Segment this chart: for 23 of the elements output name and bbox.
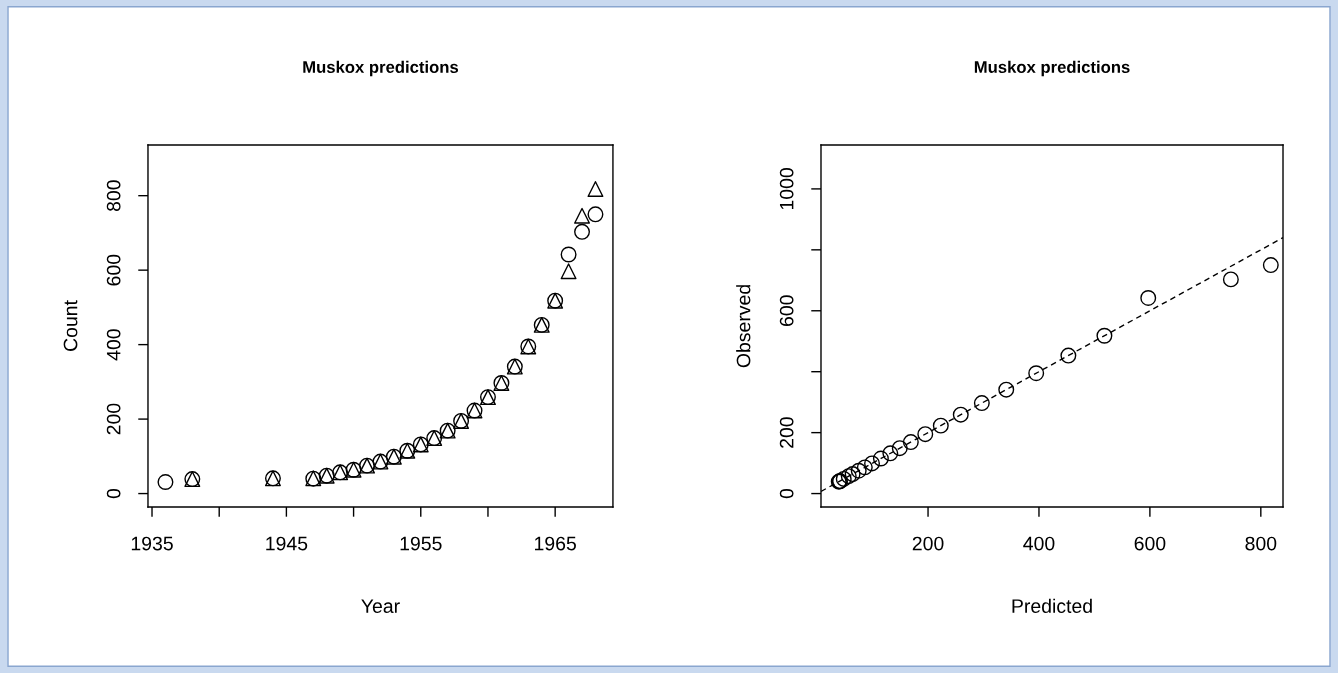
x-axis-title: Predicted xyxy=(1012,598,1092,613)
chart-title: Muskox predictions xyxy=(974,60,1130,77)
y-axis-title: Count xyxy=(63,300,78,351)
x-tick-label: 1965 xyxy=(535,536,576,551)
chart-title: Muskox predictions xyxy=(303,60,459,77)
y-tick-label: 0 xyxy=(106,488,121,499)
y-tick-label: 600 xyxy=(779,295,794,326)
y-tick-label: 200 xyxy=(779,417,794,448)
x-tick-label: 200 xyxy=(912,536,944,551)
x-tick-label: 400 xyxy=(1023,536,1055,551)
y-tick-label: 600 xyxy=(106,254,121,286)
x-tick-label: 1955 xyxy=(400,536,442,551)
y-tick-label: 1000 xyxy=(779,168,794,210)
y-tick-label: 200 xyxy=(106,403,121,435)
x-axis-title: Year xyxy=(361,599,400,613)
y-tick-label: 400 xyxy=(106,329,121,361)
x-tick-label: 800 xyxy=(1245,536,1277,551)
x-tick-label: 600 xyxy=(1134,536,1166,551)
y-tick-label: 800 xyxy=(106,180,121,212)
y-tick-label: 0 xyxy=(779,488,794,499)
x-tick-label: 1935 xyxy=(131,536,173,551)
y-axis-title: Observed xyxy=(736,285,751,368)
x-tick-label: 1945 xyxy=(266,536,308,551)
